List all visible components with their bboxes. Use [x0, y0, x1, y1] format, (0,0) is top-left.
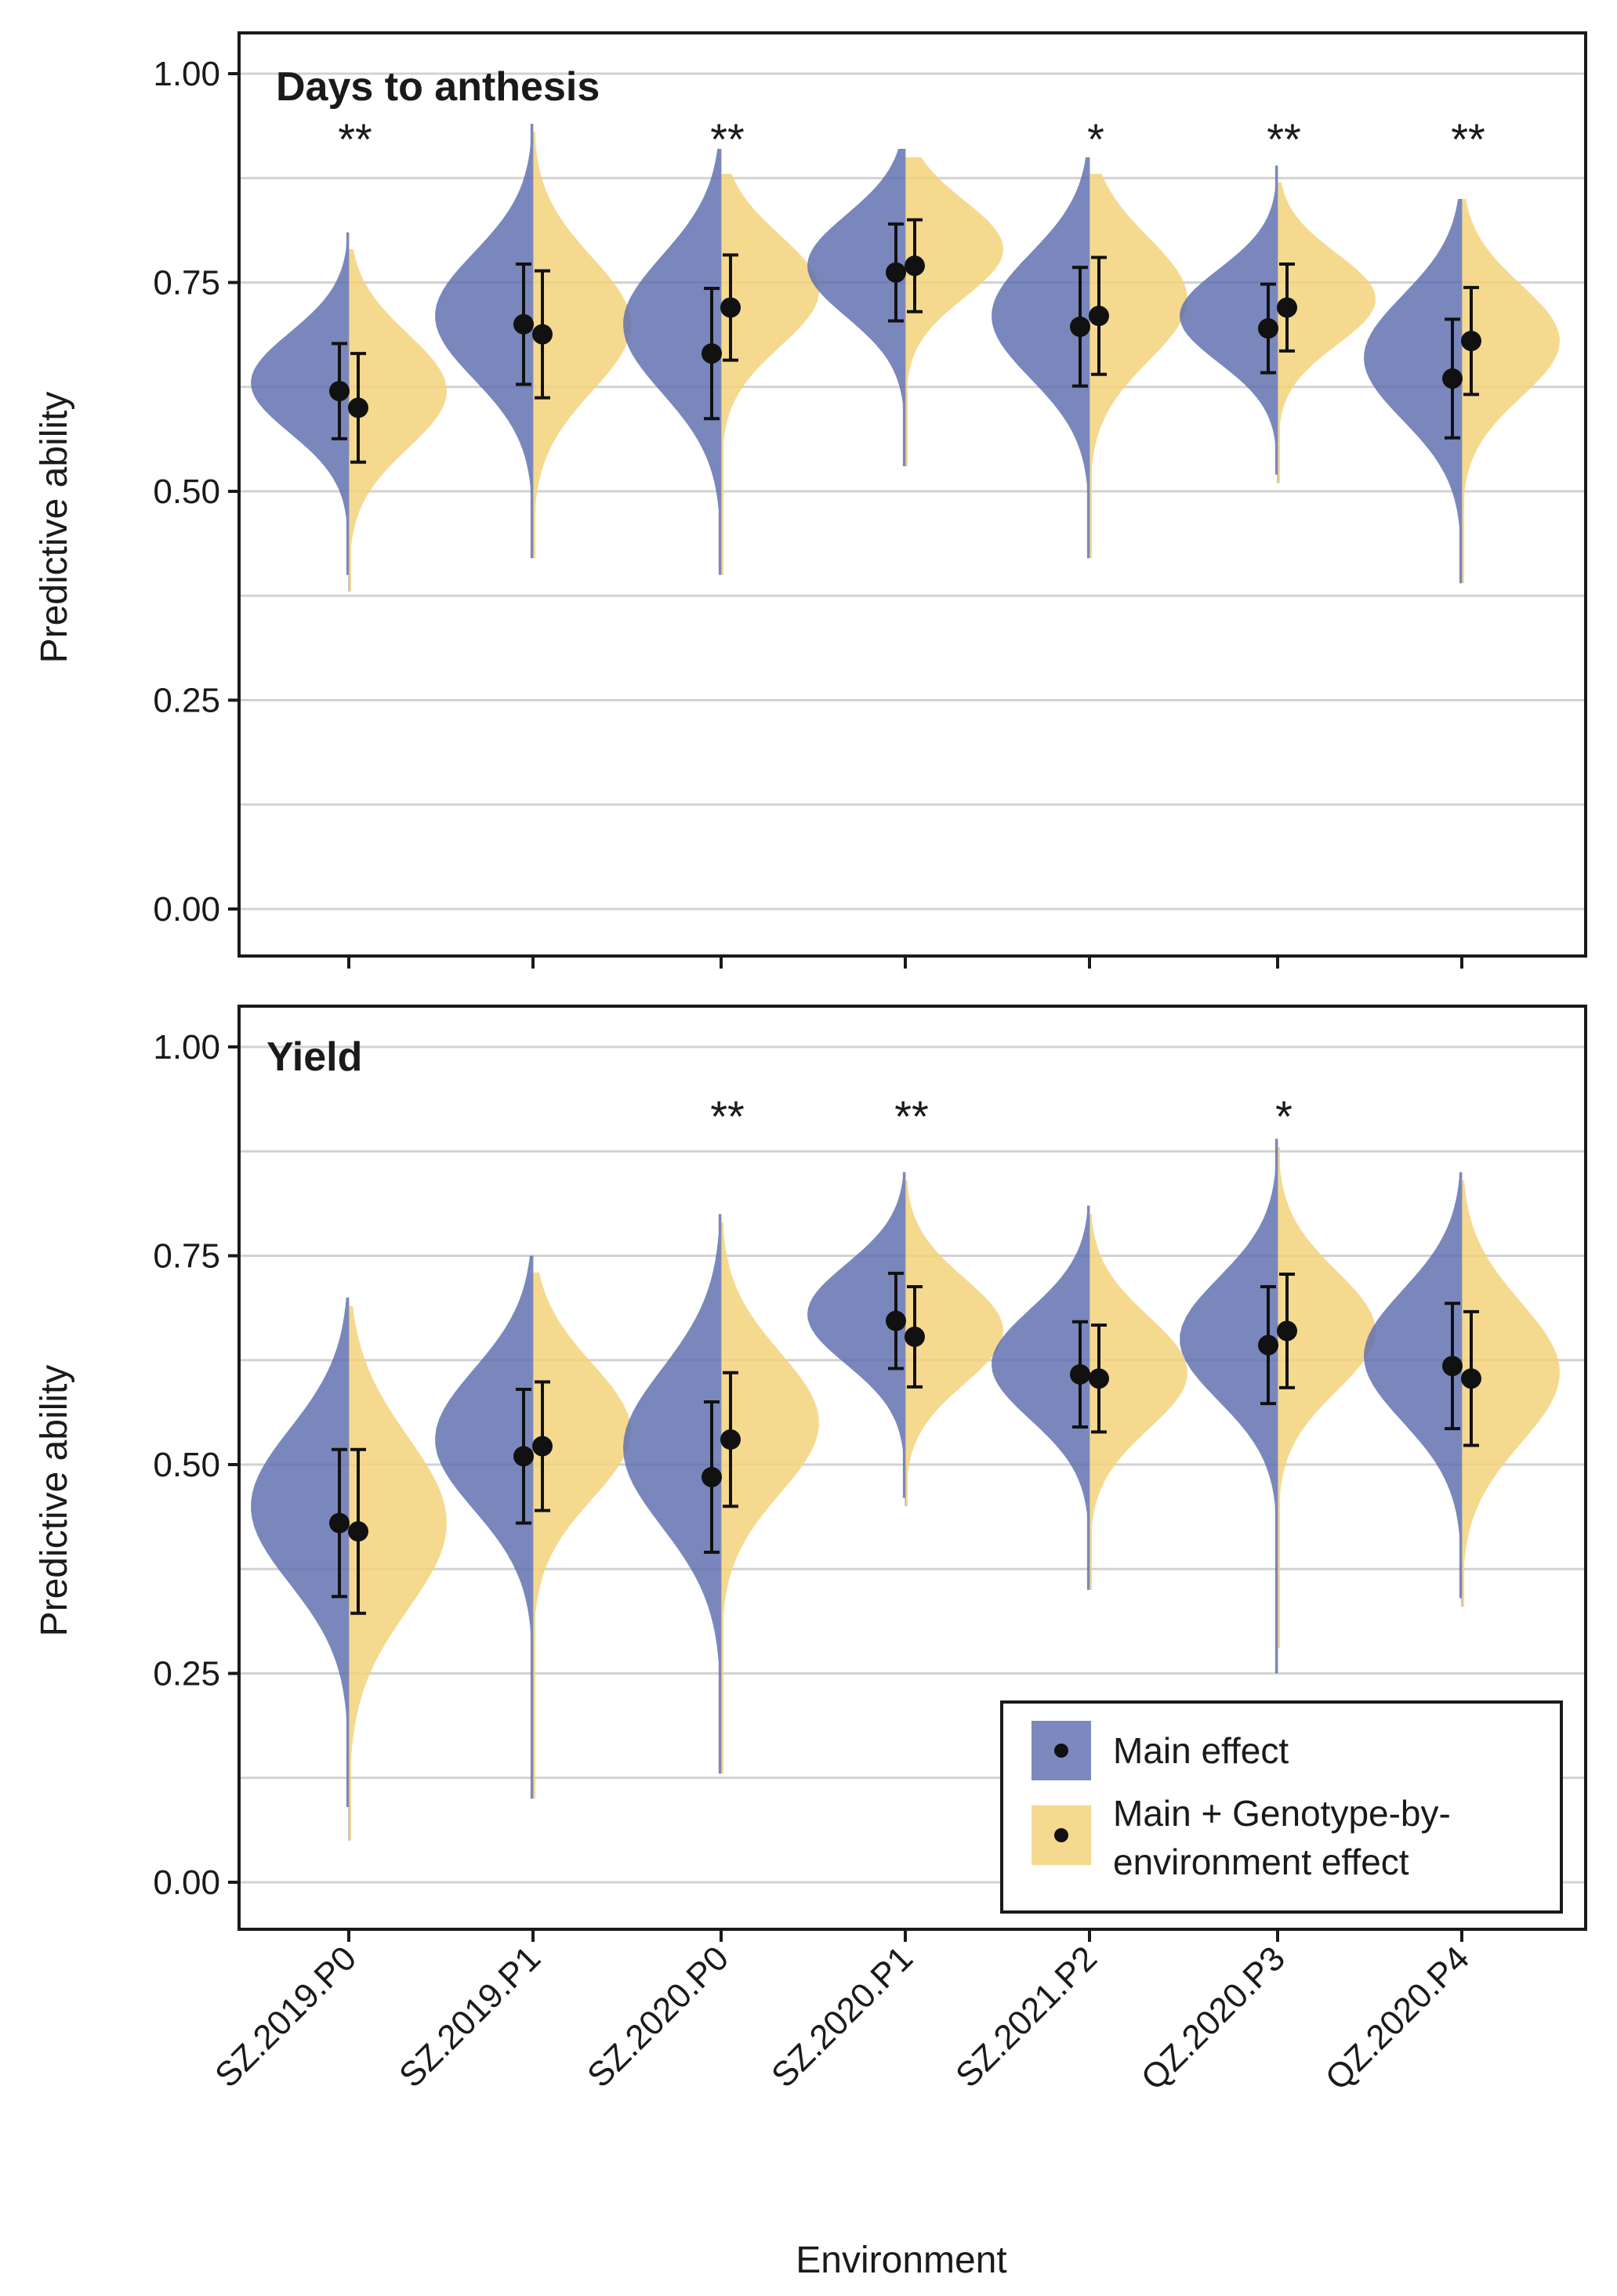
- violin-main-effect: [1364, 198, 1462, 584]
- mean-point: [1442, 1356, 1463, 1377]
- plot-frame: [237, 31, 1587, 958]
- x-axis-title: Environment: [796, 2240, 1006, 2281]
- mean-point: [905, 1326, 925, 1347]
- violin-main-effect: [807, 148, 905, 467]
- panel-title: Yield: [266, 1034, 362, 1080]
- violin-main-effect: [992, 157, 1089, 559]
- violins: [251, 1139, 1560, 1841]
- violin-main-effect: [435, 1255, 533, 1799]
- mean-point: [348, 397, 368, 418]
- mean-point: [1461, 1368, 1481, 1389]
- violin-gxe-effect: [533, 132, 631, 559]
- y-axis: 0.00 0.25 0.50 0.75 1.00: [153, 55, 239, 929]
- significance-marker: *: [1275, 1092, 1293, 1141]
- significance-markers: ** ** * ** **: [338, 114, 1485, 164]
- violin-gxe-effect: [1462, 198, 1560, 584]
- y-tick-label: 0.50: [153, 1446, 220, 1484]
- mean-point: [532, 324, 553, 345]
- legend-label-main-effect: Main effect: [1113, 1730, 1289, 1771]
- mean-point: [1442, 368, 1463, 389]
- legend-label-gxe-line1: Main + Genotype-by-: [1113, 1793, 1451, 1834]
- mean-point: [886, 262, 906, 283]
- mean-point: [348, 1521, 368, 1542]
- mean-point: [886, 1310, 906, 1331]
- mean-point: [329, 1512, 350, 1534]
- mean-point: [1277, 297, 1297, 318]
- y-axis-title: Predictive ability: [34, 392, 75, 664]
- significance-marker: **: [710, 1092, 745, 1141]
- mean-point: [1070, 1363, 1090, 1385]
- significance-marker: **: [710, 114, 745, 164]
- violin-gxe-effect: [905, 1180, 1003, 1507]
- violin-main-effect: [1180, 1139, 1278, 1674]
- mean-point: [532, 1436, 553, 1457]
- mean-point: [329, 381, 350, 402]
- y-axis: 0.00 0.25 0.50 0.75 1.00: [153, 1028, 239, 1902]
- violin-gxe-effect: [1278, 182, 1376, 483]
- legend-dot-icon: [1054, 1744, 1068, 1758]
- significance-markers: ** ** *: [710, 1092, 1293, 1141]
- violin-main-effect: [1364, 1172, 1462, 1599]
- mean-point: [905, 255, 925, 277]
- mean-point: [1070, 316, 1090, 337]
- violin-gxe-effect: [1462, 1180, 1560, 1607]
- mean-point: [1258, 318, 1278, 339]
- violin-gxe-effect: [1278, 1146, 1376, 1649]
- mean-point: [702, 1466, 722, 1487]
- mean-point: [1277, 1320, 1297, 1342]
- mean-point: [513, 1446, 534, 1467]
- violin-gxe-effect: [1089, 1214, 1187, 1590]
- legend-dot-icon: [1054, 1828, 1068, 1842]
- mean-point: [720, 297, 741, 318]
- mean-point: [1089, 1368, 1109, 1389]
- plot-frame: [237, 1005, 1587, 1931]
- legend-label-gxe-line2: environment effect: [1113, 1842, 1409, 1882]
- violin-main-effect: [992, 1205, 1089, 1590]
- y-tick-label: 1.00: [153, 1028, 220, 1067]
- violin-main-effect: [435, 123, 533, 559]
- mean-point: [1089, 306, 1109, 327]
- violin-main-effect: [251, 232, 349, 575]
- y-tick-label: 0.75: [153, 1237, 220, 1276]
- violin-main-effect: [251, 1297, 349, 1808]
- violin-gxe-effect: [533, 1272, 631, 1799]
- violin-main-effect: [623, 1214, 721, 1774]
- significance-marker: *: [1087, 114, 1104, 164]
- mean-point: [1258, 1335, 1278, 1356]
- violins: [251, 123, 1560, 592]
- significance-marker: **: [1267, 114, 1301, 164]
- violin-main-effect: [807, 1172, 905, 1498]
- violin-gxe-effect: [349, 1306, 447, 1841]
- y-tick-label: 0.00: [153, 890, 220, 929]
- error-bars: [329, 218, 1481, 464]
- mean-point: [513, 313, 534, 335]
- panel-days-to-anthesis: ** ** * ** ** 0.000.250.500.751.00 Days to a…: [34, 31, 1587, 969]
- significance-marker: **: [338, 114, 372, 164]
- y-tick-label: 1.00: [153, 55, 220, 93]
- violin-main-effect: [623, 148, 721, 575]
- panel-title: Days to anthesis: [276, 64, 600, 110]
- y-tick-label: 0.50: [153, 473, 220, 511]
- violin-gxe-effect: [349, 248, 447, 592]
- significance-marker: **: [1451, 114, 1485, 164]
- violin-gxe-effect: [721, 173, 819, 575]
- y-tick-label: 0.75: [153, 264, 220, 302]
- legend-box: [1000, 1700, 1563, 1914]
- violin-gxe-effect: [721, 1222, 819, 1774]
- y-tick-label: 0.25: [153, 682, 220, 720]
- mean-point: [1461, 331, 1481, 352]
- violin-main-effect: [1180, 165, 1278, 475]
- y-tick-label: 0.25: [153, 1655, 220, 1693]
- violin-gxe-effect: [905, 157, 1003, 467]
- mean-point: [720, 1429, 741, 1450]
- y-axis-title: Predictive ability: [34, 1365, 75, 1637]
- error-bars: [329, 1271, 1481, 1615]
- significance-marker: **: [894, 1092, 929, 1141]
- violin-gxe-effect: [1089, 173, 1187, 559]
- legend: Main effect Main + Genotype-by- environm…: [1000, 1700, 1563, 1914]
- mean-point: [702, 343, 722, 364]
- x-axis-ticks: [347, 956, 1463, 969]
- y-tick-label: 0.00: [153, 1863, 220, 1902]
